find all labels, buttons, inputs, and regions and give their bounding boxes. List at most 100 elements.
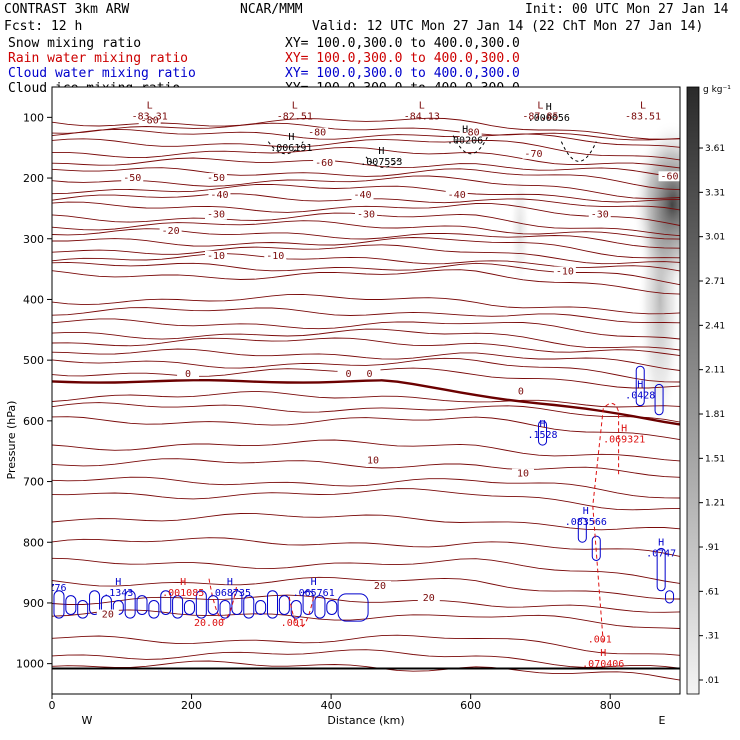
cloud-water-contour bbox=[195, 590, 207, 619]
cloud-water-contour bbox=[665, 590, 675, 604]
isotherm-label: 0 bbox=[366, 369, 372, 380]
isotherm-label-bg bbox=[358, 369, 381, 380]
contour-value-label: .001 bbox=[281, 618, 305, 629]
low-value-label: -82.51 bbox=[277, 111, 313, 122]
high-value-label: .0747 bbox=[646, 548, 676, 559]
y-tick-label: 900 bbox=[23, 597, 44, 610]
isotherm-label-bg bbox=[96, 609, 119, 620]
isotherm-line bbox=[52, 167, 680, 191]
isotherm-label: -80 bbox=[462, 128, 480, 139]
isotherm-label: -10 bbox=[556, 267, 574, 278]
low-value-label: -83.51 bbox=[625, 111, 661, 122]
high-value-label: .1343 bbox=[103, 588, 133, 599]
high-marker: H bbox=[180, 577, 186, 588]
isotherm-line bbox=[52, 439, 680, 462]
high-value-label: .1528 bbox=[527, 430, 557, 441]
cloud-water-contour bbox=[231, 590, 243, 615]
colorbar-tick-label: 3.31 bbox=[705, 188, 725, 198]
isotherm-line bbox=[52, 157, 680, 178]
isotherm-label: -30 bbox=[591, 210, 609, 221]
y-tick-label: 200 bbox=[23, 172, 44, 185]
isotherm-label-bg bbox=[337, 369, 360, 380]
cloud-water-contour bbox=[255, 600, 267, 615]
contour-value-label: Z76 bbox=[49, 583, 67, 594]
y-axis-label: Pressure (hPa) bbox=[5, 401, 18, 480]
isotherm-label: -80 bbox=[141, 115, 159, 126]
isotherm-line bbox=[52, 122, 680, 141]
colorbar-unit: g kg⁻¹ bbox=[703, 85, 731, 95]
x-tick-label: 400 bbox=[321, 699, 342, 712]
cloud-water-contour bbox=[183, 600, 195, 615]
ice-shading-plume bbox=[638, 160, 680, 440]
isotherm-label-bg bbox=[204, 209, 227, 220]
isotherm-line bbox=[52, 128, 680, 148]
x-tick-label: 800 bbox=[600, 699, 621, 712]
cloud-water-contour bbox=[53, 590, 65, 619]
rain-contour bbox=[592, 402, 620, 643]
low-marker: L bbox=[147, 100, 153, 111]
isotherm-label-bg bbox=[351, 190, 374, 201]
low-marker: L bbox=[537, 100, 543, 111]
colorbar-tick-label: .31 bbox=[705, 632, 719, 642]
cloud-water-contour bbox=[148, 600, 160, 619]
isotherm-line bbox=[52, 201, 680, 226]
isotherm-label: -60 bbox=[315, 158, 333, 169]
plot-background bbox=[52, 87, 680, 694]
contour-value-label: 20.00 bbox=[194, 618, 224, 629]
high-value-label: .065761 bbox=[293, 588, 335, 599]
cloud-water-contour bbox=[326, 600, 338, 615]
x-tick-label: 600 bbox=[460, 699, 481, 712]
isotherm-line bbox=[52, 318, 680, 340]
cloud-water-contour bbox=[337, 593, 369, 622]
colorbar: 3.61 3.31 3.01 2.71 2.41 2.11 1.81 1.51 1.21 .91.… bbox=[686, 85, 731, 695]
low-marker: L bbox=[419, 100, 425, 111]
x-end-label-west: W bbox=[82, 714, 93, 727]
high-value-label: .00206 bbox=[447, 136, 483, 147]
isotherm-label: 10 bbox=[367, 455, 379, 466]
isotherm-label-bg bbox=[368, 580, 391, 591]
high-marker: H bbox=[546, 102, 552, 113]
ice-shading-faint bbox=[510, 170, 530, 290]
field-xy-snow: XY= 100.0,300.0 to 400.0,300.0 bbox=[285, 36, 520, 51]
isotherm-line bbox=[52, 660, 680, 681]
isotherm-label-bg bbox=[204, 173, 227, 184]
x-axis-label: Distance (km) bbox=[327, 714, 404, 727]
isotherm-label-bg bbox=[658, 171, 680, 182]
field-name-rain: Rain water mixing ratio bbox=[8, 51, 188, 66]
y-tick-label: 400 bbox=[23, 293, 44, 306]
isotherm-line bbox=[52, 402, 680, 423]
isotherm-label-bg bbox=[361, 455, 384, 466]
colorbar-tick-label: 3.61 bbox=[705, 144, 725, 154]
colorbar-tick-label: 1.21 bbox=[705, 499, 725, 509]
isotherm-line bbox=[52, 594, 680, 613]
y-tick-label: 300 bbox=[23, 233, 44, 246]
cloud-water-contour bbox=[302, 590, 314, 615]
isotherm-label: 20 bbox=[423, 593, 435, 604]
cloud-water-contour bbox=[136, 595, 148, 615]
cloud-water-contour bbox=[314, 595, 326, 619]
colorbar-tick-label: .01 bbox=[705, 676, 719, 686]
isotherm-label-bg bbox=[208, 190, 231, 201]
isotherm-label-bg bbox=[121, 173, 144, 184]
cloud-water-contour bbox=[656, 547, 666, 592]
isotherm-line bbox=[52, 228, 680, 249]
cloud-water-contour bbox=[89, 590, 101, 615]
field-name-snow: Snow mixing ratio bbox=[8, 36, 141, 51]
colorbar-tick-label: .61 bbox=[705, 587, 719, 597]
low-value-label: -83.31 bbox=[132, 111, 168, 122]
isotherm-label-bg bbox=[522, 148, 545, 159]
colorbar-ticks: 3.61 3.31 3.01 2.71 2.41 2.11 1.81 1.51 1.21 .91.… bbox=[699, 144, 725, 686]
isotherm-label-bg bbox=[459, 127, 482, 138]
isotherm-label: 20 bbox=[374, 581, 386, 592]
high-marker: H bbox=[227, 577, 233, 588]
cloud-water-contour bbox=[654, 383, 664, 416]
isotherm-label-bg bbox=[553, 266, 576, 277]
axes: 0 200 400 600 800100200300400500600700800900… bbox=[16, 111, 621, 712]
cloud-water-contour bbox=[77, 600, 89, 619]
isotherm-label: -10 bbox=[266, 251, 284, 262]
colorbar-tick-label: 2.41 bbox=[705, 321, 725, 331]
plot-area: -80 -80 -80 -70 -60 -60 -50 -50 -40 -40 -40 -30 -30 -… bbox=[49, 86, 681, 695]
isotherm-line bbox=[52, 138, 680, 161]
isotherm-line bbox=[52, 237, 680, 259]
isotherm-label: -50 bbox=[123, 173, 141, 184]
